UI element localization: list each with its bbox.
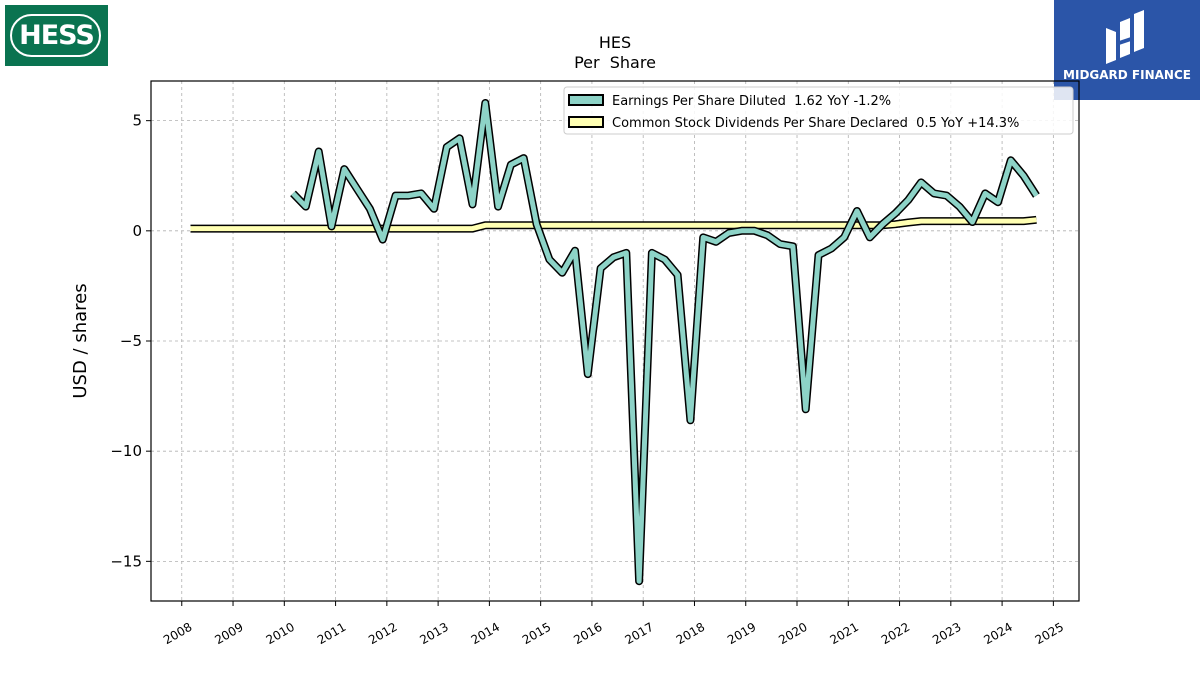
dividends-series-line-fill	[190, 217, 1037, 232]
x-tick-label: 2025	[1033, 620, 1066, 647]
y-tick-label: 0	[132, 222, 142, 240]
chart-title: HES	[599, 33, 631, 52]
x-tick-label: 2011	[315, 620, 348, 647]
midgard-logo-text: MIDGARD FINANCE	[1063, 68, 1191, 82]
hess-logo-ring	[10, 14, 101, 57]
x-tick-label: 2008	[161, 620, 194, 647]
midgard-finance-logo: MIDGARD FINANCE	[1054, 0, 1200, 100]
x-tick-label: 2010	[264, 620, 297, 647]
eps-series-line-fill	[291, 100, 1039, 584]
legend-label: Earnings Per Share Diluted 1.62 YoY -1.2…	[612, 94, 891, 109]
x-tick-label: 2009	[212, 620, 245, 647]
x-tick-label: 2016	[571, 620, 604, 647]
x-tick-label: 2017	[622, 620, 655, 647]
legend-label: Common Stock Dividends Per Share Declare…	[612, 116, 1019, 131]
legend-box	[563, 86, 1074, 135]
x-tick-label: 2022	[879, 620, 912, 647]
x-tick-label: 2023	[930, 620, 963, 647]
hess-logo-text: HESS	[19, 20, 95, 51]
x-tick-label: 2021	[828, 620, 861, 647]
legend-swatch	[568, 94, 604, 106]
x-tick-label: 2012	[366, 620, 399, 647]
eps-series-line-outline	[290, 99, 1040, 586]
x-tick-label: 2015	[520, 620, 553, 647]
x-tick-label: 2014	[469, 620, 502, 647]
x-tick-label: 2024	[981, 620, 1014, 647]
legend-swatch	[568, 116, 604, 128]
y-tick-label: −10	[110, 442, 142, 460]
x-tick-label: 2019	[725, 620, 758, 647]
hess-logo: HESS	[5, 5, 108, 66]
y-tick-label: −15	[110, 552, 142, 570]
series-layer	[190, 99, 1040, 586]
axes: 2008 2009 2010 2011 2012 2013 2014 2015 2016 2017…	[110, 112, 1066, 648]
x-tick-label: 2020	[776, 620, 809, 647]
eps-series-line	[290, 99, 1040, 586]
x-tick-label: 2013	[417, 620, 450, 647]
y-tick-label: 5	[132, 112, 142, 130]
chart-subtitle: Per Share	[574, 53, 656, 72]
legend: Earnings Per Share Diluted 1.62 YoY -1.2…	[563, 86, 1074, 135]
grid	[151, 81, 1079, 601]
x-tick-label: 2018	[674, 620, 707, 647]
y-axis-label: USD / shares	[70, 283, 91, 398]
midgard-logo-mark-icon	[1106, 10, 1144, 64]
y-tick-label: −5	[120, 332, 142, 350]
dividends-series-line	[190, 215, 1037, 233]
